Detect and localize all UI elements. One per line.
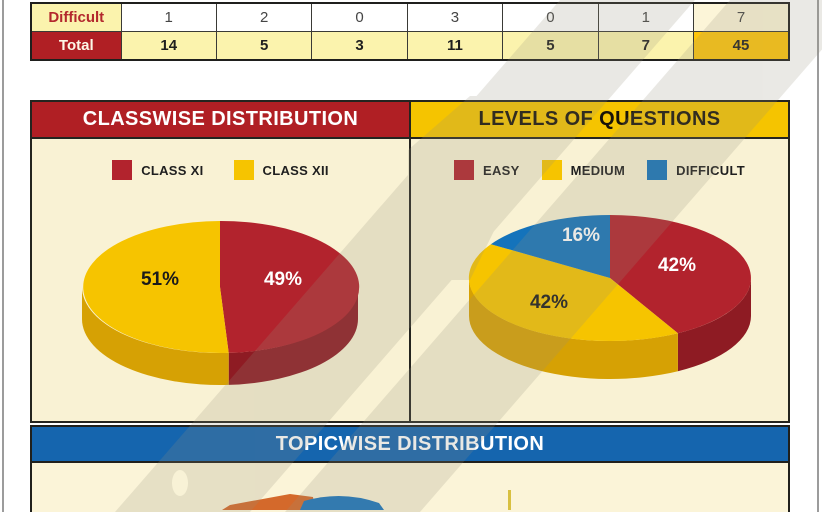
table-cell: 11 xyxy=(406,31,504,61)
topicwise-leader-line xyxy=(508,490,511,510)
table-cell-grand-total: 45 xyxy=(693,31,790,61)
topicwise-header: TOPICWISE DISTRIBUTION xyxy=(30,425,790,463)
classwise-header: CLASSWISE DISTRIBUTION xyxy=(32,102,409,139)
summary-table: Difficult 1 2 0 3 0 1 7 Total 14 5 3 11 … xyxy=(30,2,790,61)
topicwise-slice-orange xyxy=(222,494,315,510)
page-border-right xyxy=(817,0,819,512)
row-label-difficult: Difficult xyxy=(30,2,122,32)
table-cell: 5 xyxy=(215,31,313,61)
topicwise-slice-blue xyxy=(300,495,384,510)
easy-swatch xyxy=(453,160,474,180)
legend-label: DIFFICULT xyxy=(676,162,746,178)
difficult-swatch xyxy=(647,160,668,180)
table-cell: 1 xyxy=(597,2,695,32)
classwise-body: 49% 51% CLASS XI CLASS XII xyxy=(32,139,409,421)
table-cell: 5 xyxy=(502,31,599,61)
medium-swatch xyxy=(541,160,562,180)
legend-item-class-xi: CLASS XI xyxy=(112,160,203,180)
classwise-title: CLASSWISE DISTRIBUTION xyxy=(82,108,359,130)
classwise-pie-chart: 49% 51% xyxy=(81,220,360,386)
legend-label: MEDIUM xyxy=(570,162,626,178)
svg-text:51%: 51% xyxy=(141,269,179,290)
svg-text:49%: 49% xyxy=(264,269,302,290)
topicwise-title: TOPICWISE DISTRIBUTION xyxy=(275,432,545,455)
legend-item-medium: MEDIUM xyxy=(541,160,626,180)
page-border-left xyxy=(2,0,4,512)
levels-panel: LEVELS OF QUESTIONS 42% 42% 16% EASY MEDIU… xyxy=(409,102,788,421)
levels-pie-chart: 42% 42% 16% xyxy=(468,214,751,379)
levels-legend: EASY MEDIUM DIFFICULT xyxy=(411,160,788,180)
topicwise-section xyxy=(30,463,790,512)
table-cell: 0 xyxy=(311,2,408,32)
table-cell: 7 xyxy=(597,31,695,61)
svg-text:42%: 42% xyxy=(530,292,568,313)
legend-label: CLASS XII xyxy=(262,162,329,178)
table-cell-row-total: 7 xyxy=(693,2,790,32)
topicwise-pie-partial xyxy=(222,490,511,510)
levels-header: LEVELS OF QUESTIONS xyxy=(411,102,788,139)
legend-item-class-xii: CLASS XII xyxy=(233,160,329,180)
table-cell: 3 xyxy=(406,2,504,32)
levels-body: 42% 42% 16% EASY MEDIUM DIFFICULT xyxy=(411,139,788,421)
levels-title: LEVELS OF QUESTIONS xyxy=(478,108,721,130)
table-cell: 3 xyxy=(311,31,408,61)
charts-row: CLASSWISE DISTRIBUTION 49% 51% CLASS XI C… xyxy=(30,100,790,423)
table-row-difficult: Difficult 1 2 0 3 0 1 7 xyxy=(30,2,790,32)
legend-label: CLASS XI xyxy=(141,162,204,178)
legend-item-easy: EASY xyxy=(453,160,520,180)
svg-text:42%: 42% xyxy=(658,255,696,276)
classwise-legend: CLASS XI CLASS XII xyxy=(32,160,409,180)
table-cell: 1 xyxy=(120,2,217,32)
svg-text:16%: 16% xyxy=(562,225,600,246)
class-xi-swatch xyxy=(112,160,133,180)
row-label-total: Total xyxy=(30,31,122,61)
table-cell: 0 xyxy=(502,2,599,32)
legend-item-difficult: DIFFICULT xyxy=(647,160,745,180)
table-row-total: Total 14 5 3 11 5 7 45 xyxy=(30,31,790,61)
table-cell: 2 xyxy=(215,2,313,32)
class-xii-swatch xyxy=(233,160,254,180)
legend-label: EASY xyxy=(482,162,520,178)
classwise-panel: CLASSWISE DISTRIBUTION 49% 51% CLASS XI C… xyxy=(32,102,409,421)
table-cell: 14 xyxy=(120,31,217,61)
